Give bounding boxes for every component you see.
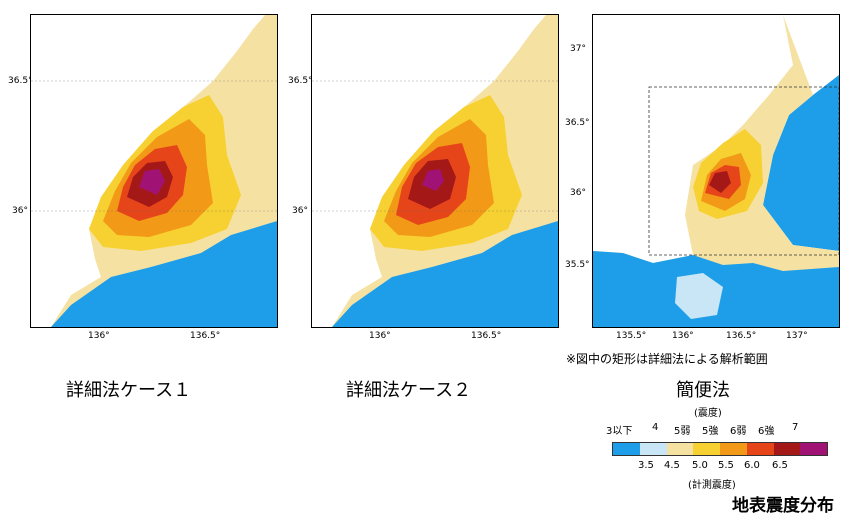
lat-tick: 36.5° [565, 118, 590, 128]
legend-swatch [800, 443, 827, 455]
legend-intensity-label: 7 [792, 422, 799, 433]
legend-swatch [639, 443, 667, 455]
lat-tick: 35.5° [565, 260, 590, 270]
legend-instrumental-value: 4.5 [664, 460, 680, 471]
lon-tick: 136.5° [726, 331, 757, 341]
legend-instrumental-value: 6.5 [772, 460, 788, 471]
lon-tick: 136.5° [471, 331, 502, 341]
lon-tick: 136.5° [190, 331, 221, 341]
intensity-legend: (震度) 3以下 4 5弱 5強 6弱 6強 7 3.5 4.5 5.0 5.5… [598, 402, 828, 492]
legend-color-bar [612, 442, 828, 456]
legend-instrumental-value: 5.0 [692, 460, 708, 471]
analysis-range-note: ※図中の矩形は詳細法による解析範囲 [566, 352, 768, 366]
legend-intensity-label: 4 [652, 422, 659, 433]
lon-tick: 136° [369, 331, 391, 341]
legend-swatch [773, 443, 801, 455]
legend-swatch [693, 443, 720, 455]
lon-tick: 136° [88, 331, 110, 341]
legend-swatch [613, 443, 640, 455]
lon-tick: 135.5° [616, 331, 647, 341]
map-area [30, 14, 278, 328]
legend-bottom-title: (計測震度) [688, 480, 736, 491]
map-area [311, 14, 559, 328]
legend-intensity-label: 5弱 [674, 426, 691, 437]
legend-swatch [666, 443, 694, 455]
legend-intensity-label: 6強 [758, 426, 775, 437]
legend-intensity-label: 5強 [702, 426, 719, 437]
lat-tick: 36° [292, 206, 308, 216]
figure-title: 地表震度分布 [732, 496, 834, 516]
lat-tick: 36° [570, 188, 586, 198]
lat-tick: 36° [12, 206, 28, 216]
panel-caption: 詳細法ケース２ [346, 380, 472, 401]
panel-caption: 詳細法ケース１ [66, 380, 192, 401]
lat-tick: 36.5° [288, 76, 313, 86]
lon-tick: 136° [672, 331, 694, 341]
legend-intensity-label: 6弱 [730, 426, 747, 437]
panel-caption: 簡便法 [676, 380, 730, 401]
lat-tick: 37° [570, 44, 586, 54]
legend-swatch [746, 443, 774, 455]
lat-tick: 36.5° [8, 76, 33, 86]
legend-instrumental-value: 6.0 [744, 460, 760, 471]
map-area [592, 14, 840, 328]
legend-top-title: (震度) [694, 408, 722, 419]
legend-intensity-label: 3以下 [606, 426, 633, 437]
legend-instrumental-value: 5.5 [718, 460, 734, 471]
legend-swatch [720, 443, 747, 455]
lon-tick: 137° [786, 331, 808, 341]
legend-instrumental-value: 3.5 [638, 460, 654, 471]
